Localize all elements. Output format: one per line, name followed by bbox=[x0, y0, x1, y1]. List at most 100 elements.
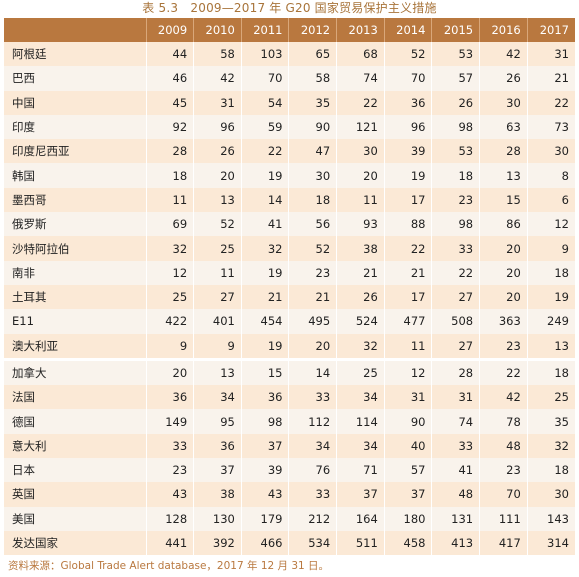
value-cell: 34 bbox=[193, 385, 242, 410]
value-cell: 41 bbox=[431, 458, 481, 483]
value-cell: 17 bbox=[384, 284, 433, 310]
value-cell: 22 bbox=[241, 139, 290, 164]
country-cell: 澳大利亚 bbox=[4, 333, 147, 360]
table-row: 意大利 33 36 37 34 34 40 33 48 32 bbox=[4, 433, 575, 459]
country-cell: 德国 bbox=[4, 409, 147, 434]
header-year-cell: 2009 bbox=[146, 18, 195, 42]
value-cell: 20 bbox=[146, 357, 195, 386]
value-cell: 27 bbox=[193, 284, 242, 310]
value-cell: 98 bbox=[431, 114, 481, 140]
value-cell: 98 bbox=[431, 212, 481, 237]
value-cell: 53 bbox=[431, 42, 481, 67]
value-cell: 68 bbox=[336, 42, 385, 67]
value-cell: 13 bbox=[193, 187, 242, 213]
value-cell: 36 bbox=[193, 433, 242, 459]
value-cell: 466 bbox=[241, 530, 290, 556]
value-cell: 35 bbox=[288, 90, 338, 115]
table-row: 沙特阿拉伯 32 25 32 52 38 22 33 20 9 bbox=[4, 236, 575, 261]
value-cell: 392 bbox=[193, 530, 242, 556]
value-cell: 12 bbox=[527, 212, 575, 237]
value-cell: 74 bbox=[336, 66, 385, 91]
value-cell: 32 bbox=[527, 433, 575, 459]
value-cell: 43 bbox=[241, 482, 290, 507]
value-cell: 14 bbox=[288, 357, 338, 386]
value-cell: 11 bbox=[384, 333, 433, 360]
value-cell: 454 bbox=[241, 309, 290, 334]
value-cell: 36 bbox=[146, 385, 195, 410]
value-cell: 19 bbox=[241, 333, 290, 360]
value-cell: 26 bbox=[193, 139, 242, 164]
value-cell: 37 bbox=[336, 482, 385, 507]
value-cell: 25 bbox=[336, 357, 385, 386]
header-year-cell: 2017 bbox=[527, 18, 575, 42]
header-year-cell: 2015 bbox=[431, 18, 481, 42]
value-cell: 18 bbox=[431, 163, 481, 188]
value-cell: 164 bbox=[336, 506, 385, 531]
value-cell: 130 bbox=[193, 506, 242, 531]
value-cell: 37 bbox=[193, 458, 242, 483]
value-cell: 30 bbox=[527, 482, 575, 507]
value-cell: 25 bbox=[146, 284, 195, 310]
value-cell: 20 bbox=[479, 260, 528, 285]
table-row: 法国 36 34 36 33 34 31 31 42 25 bbox=[4, 385, 575, 410]
header-year-cell: 2011 bbox=[241, 18, 290, 42]
value-cell: 20 bbox=[336, 163, 385, 188]
value-cell: 86 bbox=[479, 212, 528, 237]
value-cell: 70 bbox=[384, 66, 433, 91]
value-cell: 13 bbox=[527, 333, 575, 360]
value-cell: 76 bbox=[288, 458, 338, 483]
value-cell: 22 bbox=[479, 357, 528, 386]
value-cell: 46 bbox=[146, 66, 195, 91]
value-cell: 38 bbox=[336, 236, 385, 261]
table-row: 南非 12 11 19 23 21 21 22 20 18 bbox=[4, 260, 575, 285]
value-cell: 39 bbox=[384, 139, 433, 164]
country-cell: 日本 bbox=[4, 458, 147, 483]
value-cell: 35 bbox=[527, 409, 575, 434]
value-cell: 9 bbox=[146, 333, 195, 360]
value-cell: 149 bbox=[146, 409, 195, 434]
value-cell: 212 bbox=[288, 506, 338, 531]
value-cell: 249 bbox=[527, 309, 575, 334]
value-cell: 14 bbox=[241, 187, 290, 213]
value-cell: 12 bbox=[146, 260, 195, 285]
table-row: 俄罗斯 69 52 41 56 93 88 98 86 12 bbox=[4, 212, 575, 237]
value-cell: 33 bbox=[288, 482, 338, 507]
value-cell: 363 bbox=[479, 309, 528, 334]
country-cell: 阿根廷 bbox=[4, 42, 147, 67]
country-cell: 美国 bbox=[4, 506, 147, 531]
value-cell: 73 bbox=[527, 114, 575, 140]
value-cell: 21 bbox=[288, 284, 338, 310]
value-cell: 42 bbox=[479, 42, 528, 67]
value-cell: 20 bbox=[288, 333, 338, 360]
value-cell: 44 bbox=[146, 42, 195, 67]
value-cell: 22 bbox=[384, 236, 433, 261]
value-cell: 54 bbox=[241, 90, 290, 115]
value-cell: 96 bbox=[384, 114, 433, 140]
value-cell: 524 bbox=[336, 309, 385, 334]
value-cell: 511 bbox=[336, 530, 385, 556]
table-header: 2009 2010 2011 2012 2013 2014 2015 2016 2017 bbox=[4, 18, 575, 42]
value-cell: 78 bbox=[479, 409, 528, 434]
header-year-cell: 2016 bbox=[479, 18, 528, 42]
value-cell: 37 bbox=[241, 433, 290, 459]
value-cell: 57 bbox=[384, 458, 433, 483]
value-cell: 18 bbox=[527, 260, 575, 285]
country-cell: E11 bbox=[4, 309, 147, 334]
value-cell: 6 bbox=[527, 187, 575, 213]
table-row: 韩国 18 20 19 30 20 19 18 13 8 bbox=[4, 163, 575, 188]
value-cell: 12 bbox=[384, 357, 433, 386]
value-cell: 58 bbox=[288, 66, 338, 91]
table-row: 美国 128 130 179 212 164 180 131 111 143 bbox=[4, 506, 575, 531]
value-cell: 40 bbox=[384, 433, 433, 459]
value-cell: 70 bbox=[479, 482, 528, 507]
table-row: E11 422 401 454 495 524 477 508 363 249 bbox=[4, 309, 575, 334]
value-cell: 22 bbox=[431, 260, 481, 285]
value-cell: 26 bbox=[336, 284, 385, 310]
value-cell: 495 bbox=[288, 309, 338, 334]
value-cell: 33 bbox=[146, 433, 195, 459]
value-cell: 92 bbox=[146, 114, 195, 140]
value-cell: 9 bbox=[527, 236, 575, 261]
value-cell: 42 bbox=[479, 385, 528, 410]
table-row: 加拿大 20 13 15 14 25 12 28 22 18 bbox=[4, 357, 575, 386]
table-row: 巴西 46 42 70 58 74 70 57 26 21 bbox=[4, 66, 575, 91]
